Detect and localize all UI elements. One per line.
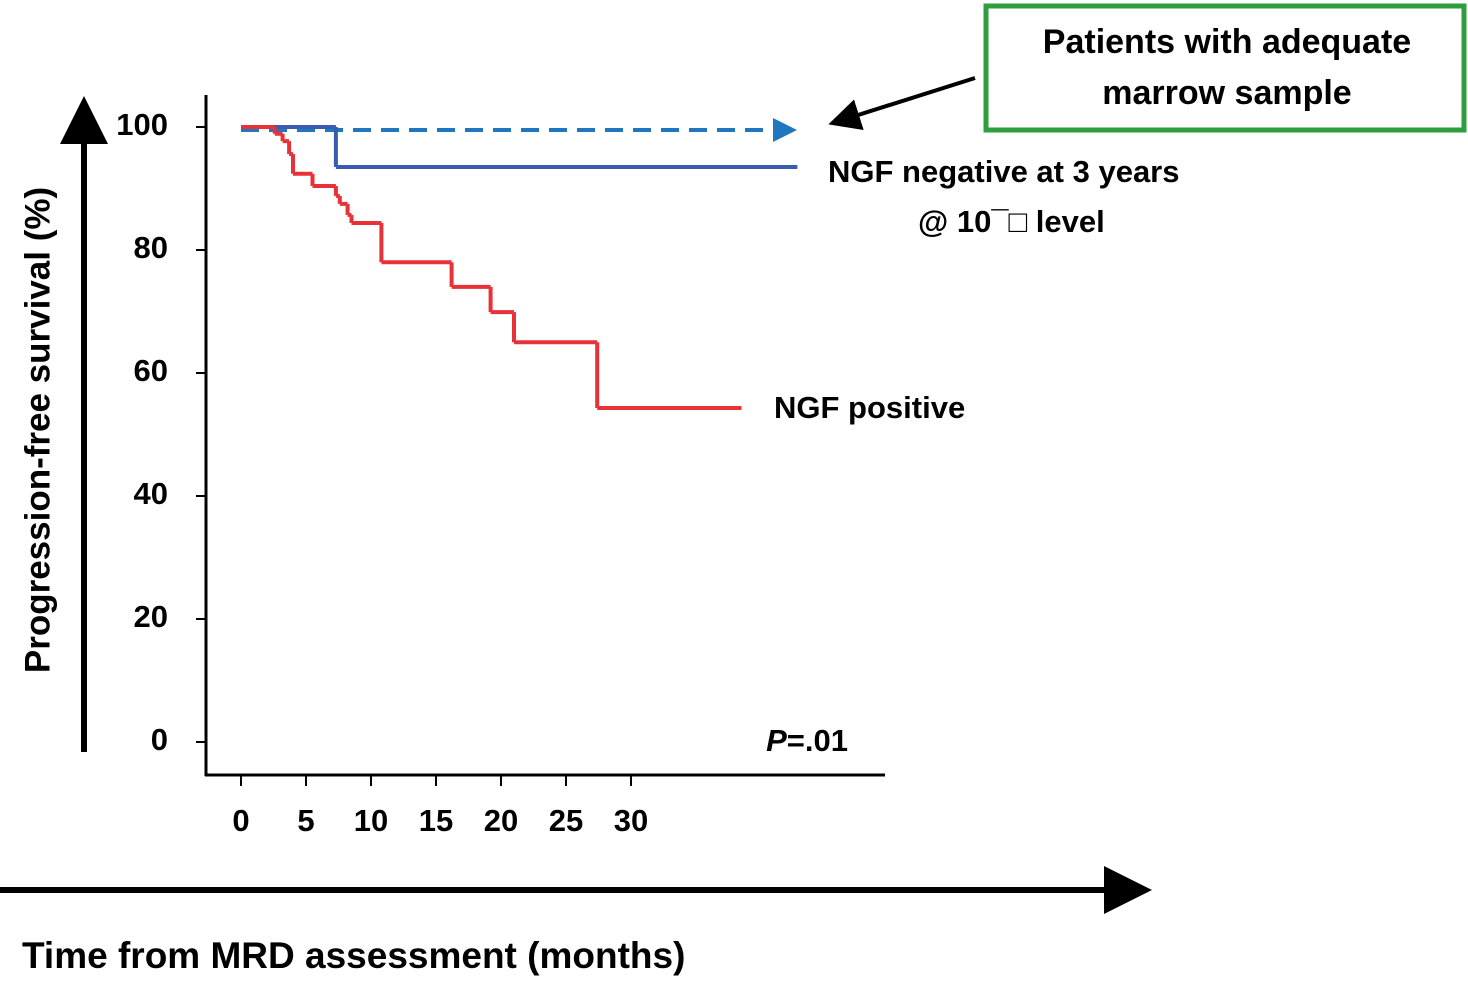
x-tick-label: 25	[549, 803, 583, 838]
x-tick-label: 5	[297, 803, 314, 838]
y-tick-label: 60	[134, 353, 168, 388]
p-rest: =.01	[787, 723, 848, 758]
annotation-box	[983, 3, 1467, 133]
y-tick-label: 80	[134, 230, 168, 265]
x-tick-label: 20	[484, 803, 518, 838]
p-italic: P	[766, 723, 787, 758]
annotation-text: @ 10¯□ level	[918, 204, 1105, 239]
y-tick-label: 40	[134, 476, 168, 511]
x-tick-label: 30	[614, 803, 648, 838]
x-tick-label: 15	[419, 803, 453, 838]
y-tick-label: 20	[134, 599, 168, 634]
y-axis-label: Progression-free survival (%)	[18, 187, 57, 673]
annotation-text: Patients with adequate	[1043, 23, 1411, 61]
series-label: NGF negative at 3 years	[828, 154, 1180, 189]
y-tick-label: 0	[151, 722, 168, 757]
x-tick-label: 0	[232, 803, 249, 838]
annotation-arrow	[828, 76, 976, 131]
series-label: NGF positive	[774, 390, 965, 425]
y-tick-label: 100	[116, 107, 168, 142]
annotation-text: marrow sample	[1102, 74, 1351, 112]
x-tick-label: 10	[354, 803, 388, 838]
p-value: P=.01	[766, 723, 848, 758]
x-axis-label: Time from MRD assessment (months)	[22, 935, 685, 976]
